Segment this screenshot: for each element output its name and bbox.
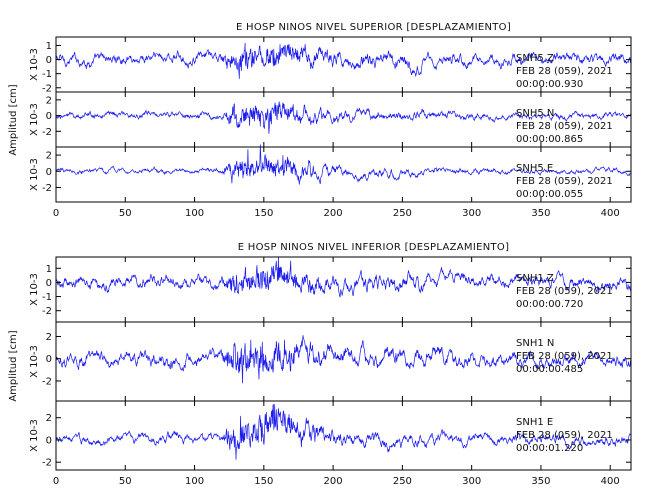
y-exponent-label: X 10-3 [29,103,40,136]
panel-frame [55,146,632,203]
y-axis-label: Amplitud [cm] [8,330,19,401]
x-tick-label: 250 [393,208,412,219]
date-label: FEB 28 (059), 2021 [516,430,613,441]
x-tick-label: 0 [53,208,59,219]
chart-title: E HOSP NINOS NIVEL INFERIOR [DESPLAZAMIE… [238,242,510,253]
waveform-trace [55,144,632,185]
y-tick-label: -2 [42,127,52,138]
y-exponent-label: X 10-3 [29,273,40,306]
y-tick-label: -1 [42,292,52,303]
panel-snh5-e: 2 0 -2X 10-3 SNH5 E FEB 28 (059), 2021 00:00:… [29,144,632,203]
y-tick-label: -2 [42,306,52,317]
x-tick-label: 250 [393,476,412,487]
y-tick-label: -2 [42,458,52,469]
station-label: SNH1 E [516,417,553,428]
panel-snh1-e: 2 0 -2X 10-3 SNH1 E FEB 28 (059), 2021 00:00:… [29,400,632,471]
x-tick-label: 50 [119,208,132,219]
waveform-trace [55,101,632,134]
time-label: 00:00:01.220 [516,443,583,454]
panel-snh5-n: 2 0 -2X 10-3 SNH5 N FEB 28 (059), 2021 00:00:… [29,91,632,148]
station-label: SNH5 N [516,108,554,119]
time-label: 00:00:00.485 [516,364,583,375]
x-tick-label: 200 [324,476,343,487]
y-tick-label: -2 [42,376,52,387]
date-label: FEB 28 (059), 2021 [516,176,613,187]
x-tick-label: 200 [324,208,343,219]
y-tick-label: 0 [46,111,52,122]
y-tick-label: 0 [46,167,52,178]
x-tick-label: 100 [185,208,204,219]
x-tick-label: 150 [254,476,273,487]
y-tick-label: -2 [42,183,52,194]
station-label: SNH1 Z [516,273,554,284]
y-tick-label: -1 [42,69,52,80]
date-label: FEB 28 (059), 2021 [516,121,613,132]
x-tick-label: 400 [601,208,620,219]
station-label: SNH5 E [516,163,553,174]
y-exponent-label: X 10-3 [29,345,40,378]
y-tick-label: 2 [46,332,52,343]
time-label: 00:00:00.865 [516,134,583,145]
panel-snh1-z: 1 0 -1 -2X 10-3 SNH1 Z FEB 28 (059), 2021 00:0… [29,256,632,323]
waveform-trace [55,404,632,460]
time-label: 00:00:00.720 [516,299,583,310]
y-exponent-label: X 10-3 [29,158,40,191]
y-tick-label: 2 [46,413,52,424]
panel-snh1-n: 2 0 -2X 10-3 SNH1 N FEB 28 (059), 2021 00:00:… [29,321,632,402]
waveform-trace [55,335,632,384]
chart-title: E HOSP NINOS NIVEL SUPERIOR [DESPLAZAMIE… [236,22,511,33]
date-label: FEB 28 (059), 2021 [516,286,613,297]
y-tick-label: 1 [46,41,52,52]
x-tick-label: 100 [185,476,204,487]
x-tick-label: 400 [601,476,620,487]
y-tick-label: 0 [46,435,52,446]
y-tick-label: 2 [46,151,52,162]
panel-frame [55,400,632,471]
y-tick-label: 0 [46,278,52,289]
x-tick-label: 300 [462,208,481,219]
x-tick-label: 50 [119,476,132,487]
x-tick-label: 0 [53,476,59,487]
x-tick-label: 300 [462,476,481,487]
station-label: SNH1 N [516,338,554,349]
x-tick-label: 350 [531,476,550,487]
y-tick-label: 2 [46,95,52,106]
y-tick-label: 1 [46,264,52,275]
panel-snh5-z: 1 0 -1 -2X 10-3 SNH5 Z FEB 28 (059), 2021 00:0… [29,36,632,94]
time-label: 00:00:00.930 [516,79,583,90]
chart-group-1: E HOSP NINOS NIVEL SUPERIOR [DESPLAZAMIE… [8,22,632,219]
chart-group-2: E HOSP NINOS NIVEL INFERIOR [DESPLAZAMIE… [8,242,632,487]
station-label: SNH5 Z [516,53,554,64]
waveform-trace [55,42,632,79]
time-label: 00:00:00.055 [516,189,583,200]
x-tick-label: 150 [254,208,273,219]
y-tick-label: -2 [42,83,52,94]
y-tick-label: 0 [46,55,52,66]
date-label: FEB 28 (059), 2021 [516,66,613,77]
date-label: FEB 28 (059), 2021 [516,351,613,362]
y-tick-label: 0 [46,354,52,365]
y-exponent-label: X 10-3 [29,419,40,452]
waveform-trace [55,256,632,298]
y-exponent-label: X 10-3 [29,48,40,81]
x-tick-label: 350 [531,208,550,219]
y-axis-label: Amplitud [cm] [8,84,19,155]
